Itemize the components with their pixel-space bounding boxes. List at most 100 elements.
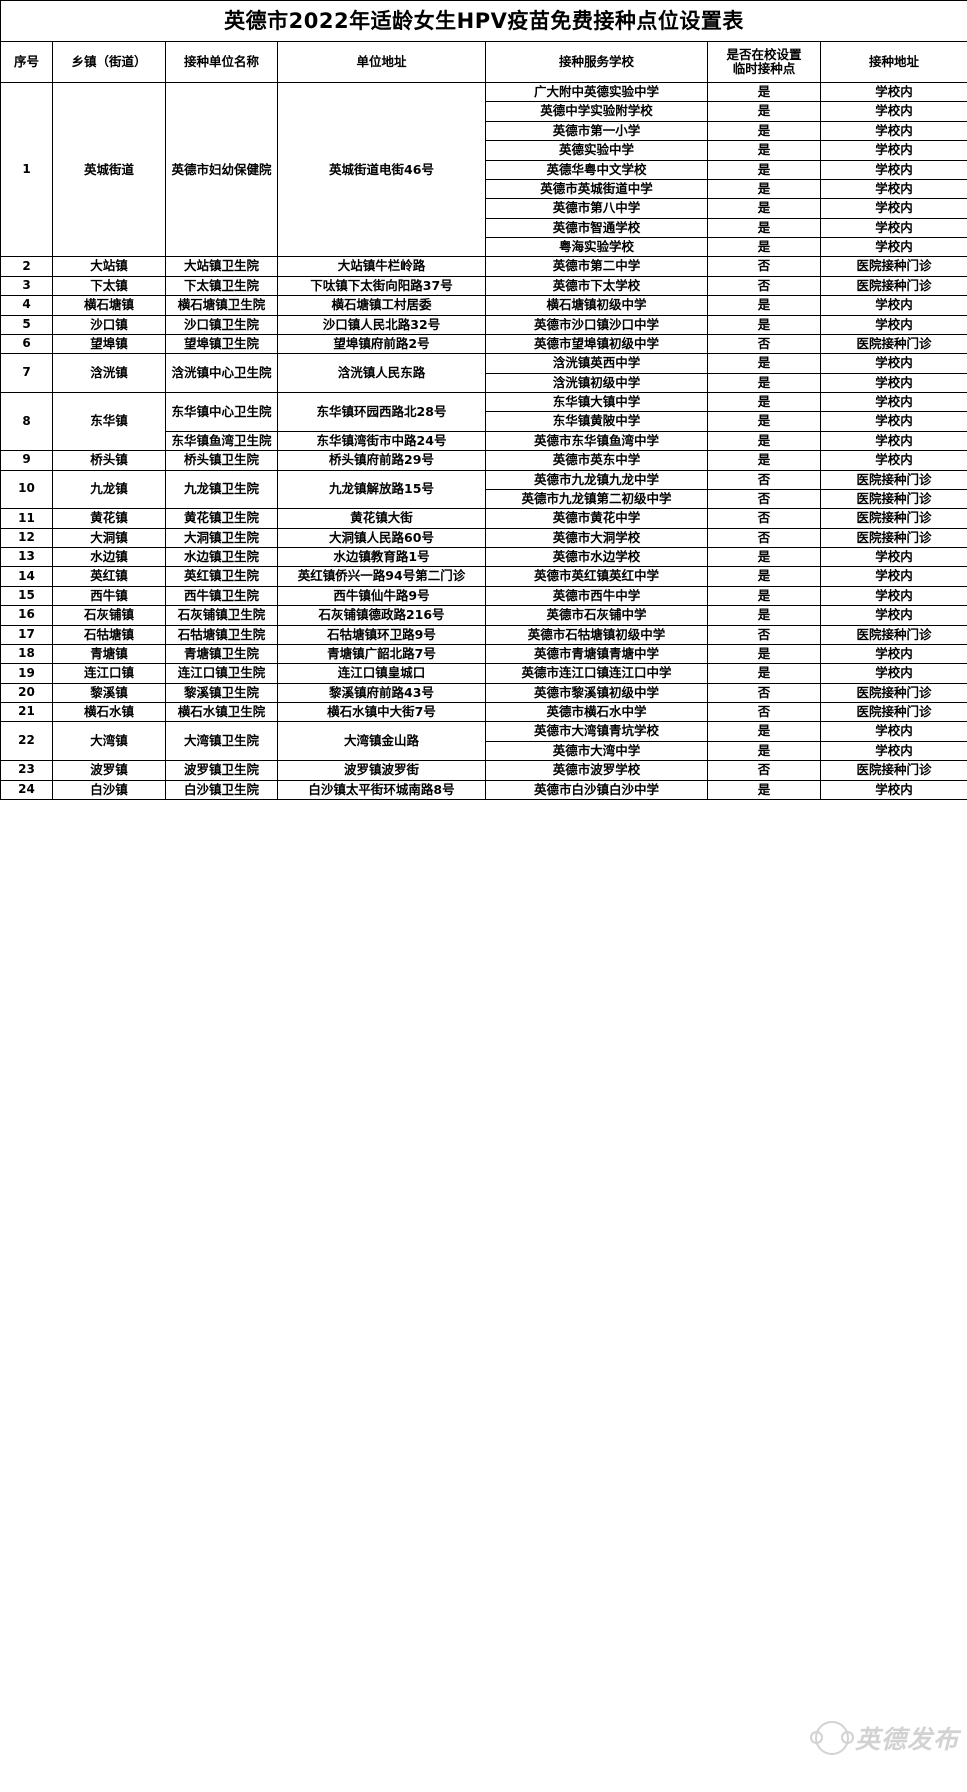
cell-vaccination-unit: 横石塘镇卫生院 bbox=[165, 295, 278, 316]
cell-unit-address: 连江口镇皇城口 bbox=[277, 663, 486, 684]
wechat-account-logo-icon bbox=[809, 1721, 854, 1755]
cell-onsite-temporary-point: 否 bbox=[707, 488, 821, 510]
cell-onsite-temporary-point: 是 bbox=[707, 159, 821, 180]
cell-onsite-temporary-point: 是 bbox=[707, 372, 821, 394]
cell-onsite-temporary-point: 是 bbox=[707, 178, 821, 200]
table-row: 英德市智通学校是学校内 bbox=[1, 217, 967, 239]
table-header: 英德市2022年适龄女生HPV疫苗免费接种点位设置表 序号 乡镇（街道） 接种单位名… bbox=[0, 0, 967, 83]
cell-served-school: 英德市英城街道中学 bbox=[485, 178, 708, 200]
cell-onsite-temporary-point: 是 bbox=[707, 663, 821, 684]
cell-unit-address: 英红镇侨兴一路94号第二门诊 bbox=[277, 566, 486, 587]
cell-town: 大洞镇 bbox=[52, 527, 166, 549]
cell-served-school: 英德实验中学 bbox=[485, 140, 708, 161]
cell-town: 青塘镇 bbox=[52, 643, 166, 665]
cell-sequence-number: 22 bbox=[0, 721, 53, 762]
cell-sequence-number: 9 bbox=[0, 450, 53, 471]
cell-town: 东华镇 bbox=[52, 391, 166, 452]
column-header-unit: 接种单位名称 bbox=[165, 41, 278, 83]
cell-unit-address: 浛洸镇人民东路 bbox=[277, 353, 486, 393]
cell-unit-address: 大站镇牛栏岭路 bbox=[277, 256, 486, 277]
cell-onsite-temporary-point: 是 bbox=[707, 140, 821, 161]
cell-onsite-temporary-point: 是 bbox=[707, 295, 821, 316]
cell-vaccination-location: 医院接种门诊 bbox=[819, 508, 967, 529]
cell-vaccination-location: 医院接种门诊 bbox=[819, 256, 967, 277]
cell-unit-address: 波罗镇波罗街 bbox=[277, 760, 486, 781]
cell-unit-address: 横石水镇中大街7号 bbox=[277, 701, 486, 723]
table-row: 16 石灰铺镇 石灰铺镇卫生院 石灰铺镇德政路216号 英德市石灰铺中学是学校内 bbox=[0, 605, 967, 626]
cell-sequence-number: 19 bbox=[0, 663, 53, 684]
cell-served-school: 英德市波罗学校 bbox=[485, 760, 708, 781]
cell-vaccination-location: 学校内 bbox=[819, 566, 967, 587]
cell-town: 大站镇 bbox=[52, 256, 166, 277]
table-row: 4 横石塘镇 横石塘镇卫生院 横石塘镇工村居委 横石塘镇初级中学是学校内 bbox=[0, 295, 967, 316]
cell-onsite-temporary-point: 否 bbox=[707, 760, 821, 781]
cell-served-school: 英德市连江口镇连江口中学 bbox=[485, 663, 708, 684]
cell-served-school: 广大附中英德实验中学 bbox=[485, 81, 708, 103]
cell-vaccination-location: 学校内 bbox=[819, 411, 967, 432]
cell-onsite-temporary-point: 否 bbox=[707, 624, 821, 645]
cell-vaccination-unit: 横石水镇卫生院 bbox=[165, 701, 278, 723]
cell-onsite-temporary-point: 否 bbox=[707, 333, 821, 355]
cell-onsite-temporary-point: 是 bbox=[707, 391, 821, 413]
cell-unit-address: 大洞镇人民路60号 bbox=[277, 527, 486, 549]
cell-served-school: 英德市西牛中学 bbox=[485, 585, 708, 607]
cell-onsite-temporary-point: 是 bbox=[707, 411, 821, 432]
cell-served-school: 英德市黄花中学 bbox=[485, 508, 708, 529]
cell-onsite-temporary-point: 是 bbox=[707, 353, 821, 374]
cell-town: 连江口镇 bbox=[52, 663, 166, 684]
cell-vaccination-location: 学校内 bbox=[819, 101, 967, 122]
cell-vaccination-unit: 望埠镇卫生院 bbox=[165, 333, 278, 355]
cell-onsite-temporary-point: 是 bbox=[707, 81, 821, 103]
cell-onsite-temporary-point: 是 bbox=[707, 585, 821, 607]
table-row: 英德市第八中学是学校内 bbox=[1, 198, 967, 219]
table-body: 1 英城街道 英德市妇幼保健院 英城街道电街46号 广大附中英德实验中学是学校内 英德中学… bbox=[0, 81, 967, 800]
cell-vaccination-unit: 大洞镇卫生院 bbox=[165, 527, 278, 549]
cell-unit-address: 九龙镇解放路15号 bbox=[277, 469, 486, 510]
cell-sequence-number: 2 bbox=[0, 256, 53, 277]
cell-onsite-temporary-point: 否 bbox=[707, 275, 821, 297]
table-row: 浛洸镇初级中学是学校内 bbox=[1, 372, 967, 394]
cell-sequence-number: 8 bbox=[0, 391, 53, 452]
cell-unit-address: 沙口镇人民北路32号 bbox=[277, 314, 486, 335]
cell-served-school: 英德市第二中学 bbox=[485, 256, 708, 277]
cell-vaccination-location: 学校内 bbox=[819, 643, 967, 665]
cell-onsite-temporary-point: 是 bbox=[707, 779, 821, 800]
cell-served-school: 英德市青塘镇青塘中学 bbox=[485, 643, 708, 665]
cell-sequence-number: 7 bbox=[0, 353, 53, 393]
cell-vaccination-location: 学校内 bbox=[819, 450, 967, 471]
column-header-onsite-line2: 临时接种点 bbox=[732, 61, 796, 76]
cell-served-school: 横石塘镇初级中学 bbox=[485, 295, 708, 316]
column-header-addr: 单位地址 bbox=[277, 41, 486, 83]
column-header-onsite-line1: 是否在校设置 bbox=[726, 46, 802, 62]
table-title-row: 英德市2022年适龄女生HPV疫苗免费接种点位设置表 bbox=[0, 0, 967, 42]
cell-served-school: 英德市智通学校 bbox=[485, 217, 708, 239]
column-header-town: 乡镇（街道） bbox=[52, 41, 166, 83]
cell-vaccination-unit: 浛洸镇中心卫生院 bbox=[165, 353, 278, 393]
cell-served-school: 英德市石灰铺中学 bbox=[485, 605, 708, 626]
cell-vaccination-unit: 沙口镇卫生院 bbox=[165, 314, 278, 335]
cell-served-school: 英德市下太学校 bbox=[485, 275, 708, 297]
cell-vaccination-unit: 黄花镇卫生院 bbox=[165, 508, 278, 529]
cell-town: 浛洸镇 bbox=[52, 353, 166, 393]
cell-town: 黎溪镇 bbox=[52, 682, 166, 704]
cell-onsite-temporary-point: 是 bbox=[707, 101, 821, 122]
cell-unit-address: 黄花镇大街 bbox=[277, 508, 486, 529]
cell-sequence-number: 6 bbox=[0, 333, 53, 355]
table-row: 18 青塘镇 青塘镇卫生院 青塘镇广韶北路7号 英德市青塘镇青塘中学是学校内 bbox=[0, 643, 967, 665]
cell-sequence-number: 1 bbox=[0, 81, 53, 258]
cell-vaccination-location: 医院接种门诊 bbox=[819, 469, 967, 490]
cell-vaccination-location: 学校内 bbox=[819, 217, 967, 239]
cell-served-school: 英德市九龙镇九龙中学 bbox=[485, 469, 708, 490]
table-row: 3 下太镇 下太镇卫生院 下呔镇下太街向阳路37号 英德市下太学校否医院接种门诊 bbox=[0, 275, 967, 297]
cell-served-school: 浛洸镇英西中学 bbox=[485, 353, 708, 374]
cell-onsite-temporary-point: 是 bbox=[707, 430, 821, 452]
cell-onsite-temporary-point: 是 bbox=[707, 605, 821, 626]
table-row: 10 九龙镇 九龙镇卫生院 九龙镇解放路15号 英德市九龙镇九龙中学否医院接种门诊 bbox=[0, 469, 967, 510]
cell-onsite-temporary-point: 是 bbox=[707, 546, 821, 568]
column-header-onsite: 是否在校设置 临时接种点 bbox=[707, 41, 821, 83]
cell-vaccination-unit: 桥头镇卫生院 bbox=[165, 450, 278, 471]
cell-vaccination-unit: 大湾镇卫生院 bbox=[165, 721, 278, 762]
table-row: 7 浛洸镇 浛洸镇中心卫生院 浛洸镇人民东路 浛洸镇英西中学是学校内 bbox=[0, 353, 967, 393]
cell-vaccination-location: 医院接种门诊 bbox=[819, 701, 967, 723]
